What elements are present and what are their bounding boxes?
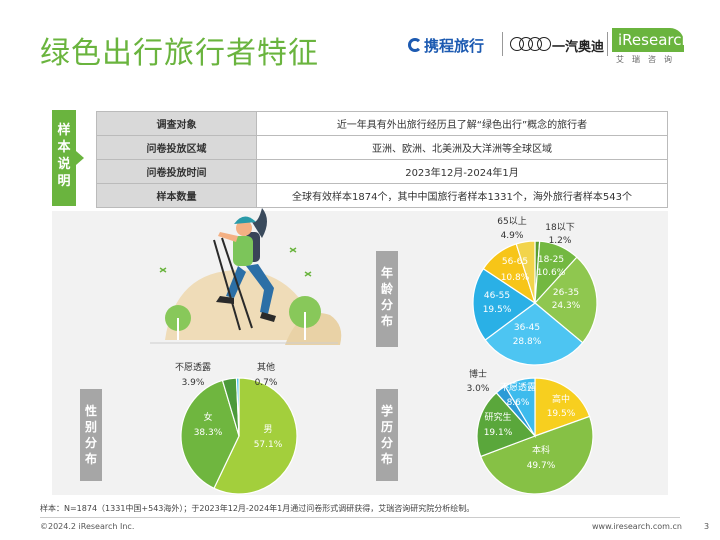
pie-slice xyxy=(180,379,240,490)
pie-slice-value-label: 8.6% xyxy=(507,398,530,408)
table-row: 样本数量 全球有效样本1874个，其中中国旅行者样本1331个，海外旅行者样本5… xyxy=(96,183,668,208)
ctrip-logo: 携程旅行 xyxy=(408,35,484,56)
pie-slice xyxy=(504,377,536,439)
pie-slice-name-label: 女 xyxy=(203,411,212,423)
pie-slice-name-label: 36-45 xyxy=(514,323,540,333)
footer-divider xyxy=(40,517,680,518)
website: www.iresearch.com.cn xyxy=(592,522,682,531)
pie-slice-name-label: 研究生 xyxy=(484,411,511,423)
logo-divider xyxy=(502,32,503,56)
pie-slice-name-label: 46-55 xyxy=(484,291,510,301)
pie-slice xyxy=(472,267,537,341)
pie-slice-value-label: 24.3% xyxy=(552,301,581,311)
table-value: 2023年12月-2024年1月 xyxy=(256,159,668,184)
iresearch-logo-subtitle: 艾瑞咨询 xyxy=(616,55,680,64)
pie-slice-value-label: 57.1% xyxy=(254,440,283,450)
logo-divider xyxy=(607,32,608,56)
pie-slice-value-label: 28.8% xyxy=(513,337,542,347)
table-key: 问卷投放时间 xyxy=(96,159,257,184)
gender-label-text: 性别分布 xyxy=(85,404,98,466)
table-row: 问卷投放区域 亚洲、欧洲、北美洲及大洋洲等全球区域 xyxy=(96,135,668,160)
pie-slice-value-label: 3.9% xyxy=(182,378,205,388)
pie-slice-value-label: 10.6% xyxy=(537,268,566,278)
page-number: 3 xyxy=(704,522,710,531)
pie-slice xyxy=(515,240,536,304)
pie-slice-name-label: 18-25 xyxy=(538,255,564,265)
pie-slice-name-label: 男 xyxy=(263,424,272,435)
table-row: 调查对象 近一年具有外出旅行经历且了解“绿色出行”概念的旅行者 xyxy=(96,111,668,136)
pie-slice xyxy=(484,302,584,366)
pie-slice-value-label: 19.5% xyxy=(547,409,576,419)
age-label: 年龄分布 xyxy=(376,251,398,347)
pie-slice-value-label: 1.2% xyxy=(549,236,572,246)
logo-bar: 携程旅行 一汽奥迪 iResearch 艾瑞咨询 xyxy=(408,26,691,68)
sample-table: 调查对象 近一年具有外出旅行经历且了解“绿色出行”概念的旅行者 问卷投放区域 亚… xyxy=(96,111,668,208)
pie-slice-name-label: 本科 xyxy=(532,444,550,456)
table-key: 问卷投放区域 xyxy=(96,135,257,160)
pie-slice-name-label: 26-35 xyxy=(553,288,579,298)
footnote: 样本：N=1874（1331中国+543海外）；于2023年12月-2024年1… xyxy=(40,504,475,513)
ctrip-logo-text: 携程旅行 xyxy=(424,37,485,55)
age-label-text: 年龄分布 xyxy=(381,266,394,328)
pie-slice-name-label: 65以上 xyxy=(497,216,526,227)
audi-rings-icon xyxy=(510,37,551,51)
table-value: 全球有效样本1874个，其中中国旅行者样本1331个，海外旅行者样本543个 xyxy=(256,183,668,208)
table-key: 样本数量 xyxy=(96,183,257,208)
pie-slice-value-label: 38.3% xyxy=(194,428,223,438)
gender-label: 性别分布 xyxy=(80,389,102,481)
education-label-text: 学历分布 xyxy=(381,404,394,466)
copyright: ©2024.2 iResearch Inc. xyxy=(40,522,135,531)
pie-slice-value-label: 19.5% xyxy=(483,305,512,315)
ctrip-icon xyxy=(408,38,422,52)
education-label: 学历分布 xyxy=(376,389,398,481)
pie-slice-name-label: 其他 xyxy=(257,361,275,373)
pie-slice xyxy=(534,256,598,344)
pie-slice-name-label: 56-65 xyxy=(502,257,528,267)
pie-slice xyxy=(213,377,298,495)
faw-audi-logo-text: 一汽奥迪 xyxy=(552,40,605,55)
pie-slice xyxy=(476,391,537,458)
pie-slice-name-label: 不愿透露 xyxy=(500,382,536,393)
pie-slice-value-label: 19.1% xyxy=(484,428,513,438)
sample-label: 样本说明 xyxy=(52,110,84,206)
table-row: 问卷投放时间 2023年12月-2024年1月 xyxy=(96,159,668,184)
pie-slice-name-label: 高中 xyxy=(552,393,570,405)
pie-slice-name-label: 不愿透露 xyxy=(175,362,211,373)
pie-slice-value-label: 10.8% xyxy=(501,273,530,283)
pie-slice-name-label: 18以下 xyxy=(545,223,574,233)
iresearch-logo: iResearch xyxy=(612,28,691,52)
page-title: 绿色出行旅行者特征 xyxy=(40,36,319,71)
pie-slice-name-label: 博士 xyxy=(469,368,487,380)
pie-slice-value-label: 49.7% xyxy=(527,461,556,471)
pie-slice-value-label: 0.7% xyxy=(255,378,278,388)
table-key: 调查对象 xyxy=(96,111,257,136)
pie-slice-value-label: 4.9% xyxy=(501,231,524,241)
table-value: 近一年具有外出旅行经历且了解“绿色出行”概念的旅行者 xyxy=(256,111,668,136)
pie-slice xyxy=(534,377,591,437)
pie-slice xyxy=(479,415,594,495)
pie-slice xyxy=(235,377,240,437)
pie-slice-value-label: 3.0% xyxy=(467,384,490,394)
